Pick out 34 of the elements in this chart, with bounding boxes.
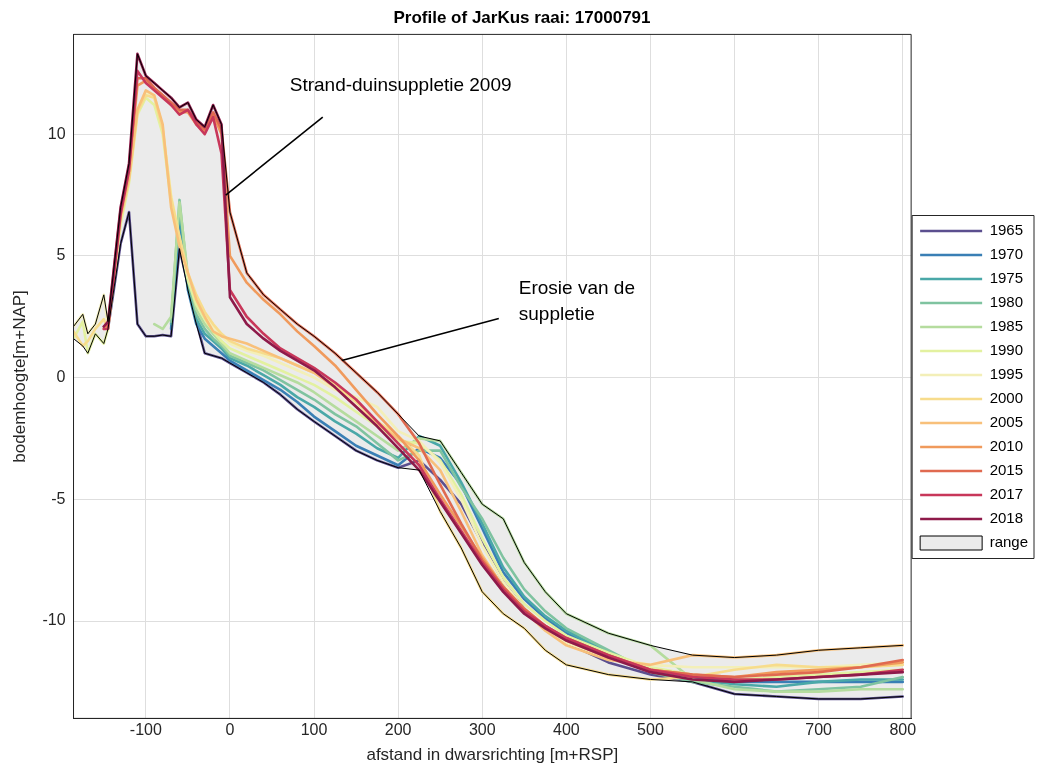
x-tick-label: 500 [637, 721, 664, 739]
x-tick-label: 600 [721, 721, 748, 739]
legend-label: 2015 [989, 461, 1024, 479]
legend-label: 2000 [989, 389, 1024, 407]
legend-label: 2010 [989, 437, 1024, 455]
legend-label: 1970 [989, 245, 1024, 263]
x-tick-label: 800 [889, 721, 917, 739]
y-tick-label: -5 [51, 489, 66, 507]
legend-label: 1975 [989, 269, 1024, 287]
legend-label: range [989, 533, 1029, 551]
legend-label: 2017 [989, 485, 1024, 503]
legend-label: 1965 [989, 221, 1024, 239]
x-tick-label: -100 [129, 721, 162, 739]
y-tick-label: 0 [56, 368, 66, 386]
legend-label: 2005 [989, 413, 1024, 431]
y-tick-label: 10 [47, 124, 66, 142]
chart-title: Profile of JarKus raai: 17000791 [393, 7, 651, 27]
x-tick-label: 0 [225, 721, 235, 739]
legend-label: 1985 [989, 317, 1024, 335]
y-tick-label: 5 [56, 246, 66, 264]
x-tick-label: 100 [300, 721, 328, 739]
y-tick-label: -10 [42, 611, 66, 629]
x-tick-label: 400 [552, 721, 580, 739]
annotation: Strand-duinsuppletie 2009 [289, 73, 512, 95]
x-tick-label: 200 [384, 721, 412, 739]
legend-label: 1995 [989, 365, 1024, 383]
legend-label: 1980 [989, 293, 1024, 311]
y-axis-title: bodemhoogte[m+NAP] [9, 290, 29, 463]
legend-label: 2018 [989, 509, 1024, 527]
legend-label: 1990 [989, 341, 1024, 359]
x-tick-label: 700 [805, 721, 833, 739]
x-tick-label: 300 [468, 721, 496, 739]
x-axis-title: afstand in dwarsrichting [m+RSP] [366, 745, 619, 765]
annotation: Erosie van de suppletie [518, 277, 635, 325]
